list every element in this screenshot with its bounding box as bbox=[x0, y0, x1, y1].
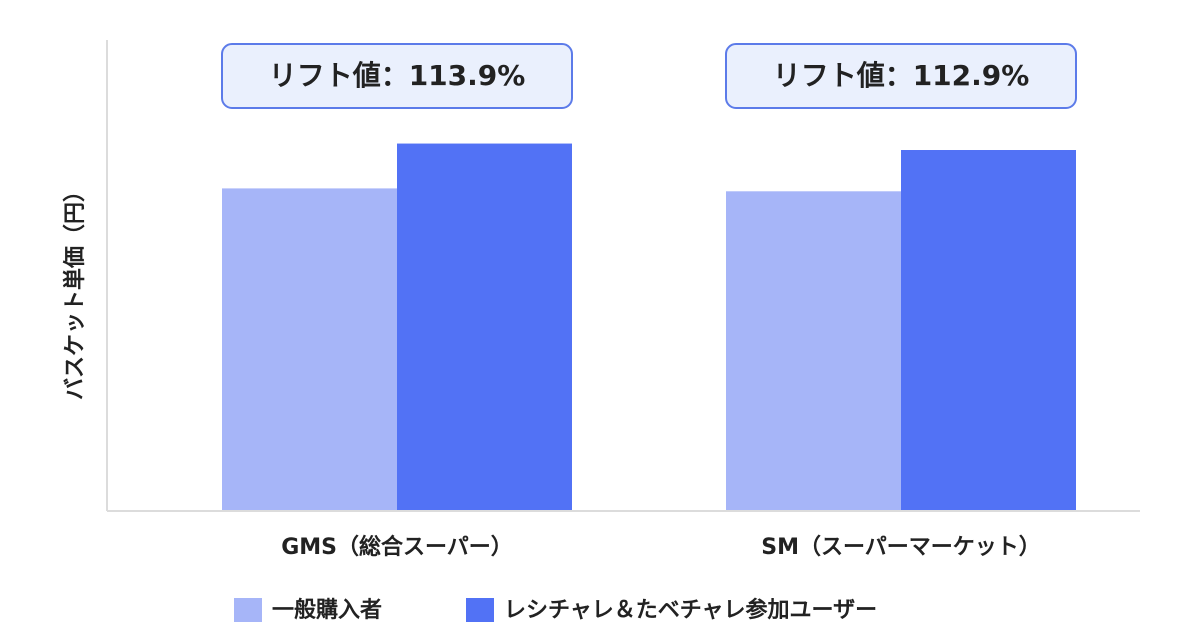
legend-swatch bbox=[234, 598, 262, 622]
bar bbox=[726, 191, 901, 511]
bar bbox=[901, 150, 1076, 511]
legend-label: 一般購入者 bbox=[272, 597, 382, 623]
annotation: リフト値：113.9% bbox=[269, 59, 526, 92]
legend-label: レシチャレ＆たベチャレ参加ユーザー bbox=[504, 597, 877, 623]
x-tick-label: SM（スーパーマーケット） bbox=[761, 535, 1041, 560]
annotation-box bbox=[725, 43, 1077, 109]
legend-swatch bbox=[466, 598, 494, 622]
bar bbox=[222, 188, 397, 511]
annotation-box bbox=[221, 43, 573, 109]
annotation: リフト値：112.9% bbox=[773, 59, 1030, 92]
y-axis-label: バスケット単価（円） bbox=[62, 180, 88, 400]
bar bbox=[397, 143, 572, 511]
x-tick-label: GMS（総合スーパー） bbox=[281, 534, 513, 560]
